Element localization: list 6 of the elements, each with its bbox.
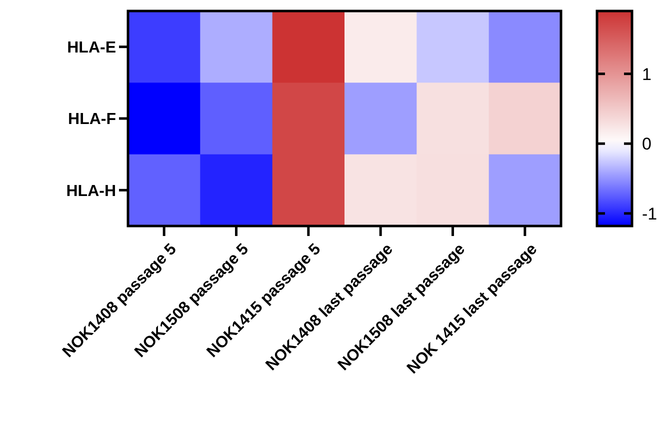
color-bar-label: 1 xyxy=(642,64,652,84)
color-bar-label: -1 xyxy=(642,204,658,224)
y-tick-label: HLA-F xyxy=(68,111,116,128)
y-tick-label: HLA-E xyxy=(67,39,116,56)
color-bar-label: 0 xyxy=(642,134,652,154)
y-tick-label: HLA-H xyxy=(66,182,116,200)
